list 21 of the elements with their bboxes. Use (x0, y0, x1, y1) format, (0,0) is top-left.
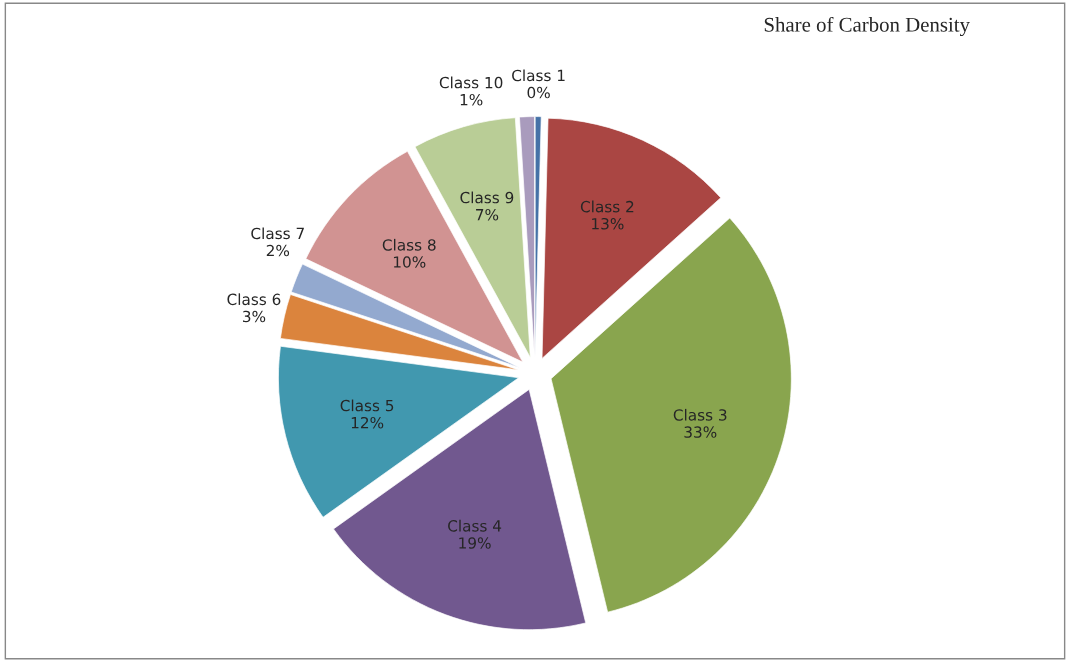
data-label: 13% (592, 217, 624, 230)
slice-label: Class 6 (227, 293, 281, 306)
data-label: 19% (459, 537, 491, 549)
slice-label: Class 1 (512, 69, 565, 82)
data-label: 10% (393, 256, 426, 268)
slice-label: Class 3 (673, 408, 727, 421)
data-label: 1% (460, 93, 483, 106)
slice-label: Class 5 (340, 399, 394, 412)
slice-label: Class 9 (460, 191, 514, 204)
slice-label: Class 8 (382, 238, 436, 251)
data-label: 33% (684, 426, 717, 438)
slice-label: Class 10 (439, 76, 503, 89)
data-label: 12% (351, 416, 384, 429)
slice-label: Class 7 (251, 227, 304, 240)
text: Share of Carbon Density (764, 16, 970, 37)
slice-label: Class 2 (580, 200, 634, 213)
slice-label: Class 4 (448, 519, 502, 532)
data-label: 7% (476, 208, 499, 221)
data-label: 3% (243, 310, 266, 323)
data-label: 2% (266, 244, 290, 257)
data-label: 0% (527, 86, 550, 99)
